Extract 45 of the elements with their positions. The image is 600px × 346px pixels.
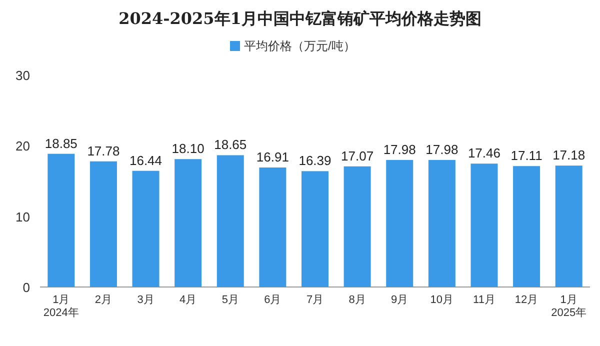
bar (132, 170, 160, 287)
y-tick-label: 10 (16, 209, 30, 224)
data-label: 17.98 (426, 142, 458, 157)
data-label: 18.85 (44, 136, 78, 151)
bar (555, 166, 582, 287)
bar (90, 161, 117, 287)
x-tick-label: 3月 (137, 294, 154, 306)
x-tick-label: 2月 (94, 294, 112, 306)
x-tick-label: 1月 2025年 (551, 294, 587, 319)
x-tick-label: 1月 2024年 (43, 294, 79, 319)
data-label: 17.78 (87, 143, 120, 158)
data-label: 17.07 (341, 148, 374, 164)
legend: 平均价格（万元/吨） (230, 39, 356, 53)
data-label: 17.11 (510, 148, 542, 164)
x-tick-label: 6月 (264, 294, 282, 306)
x-tick-label: 11月 (473, 294, 496, 306)
x-tick-label: 12月 (514, 294, 538, 306)
x-tick-label: 4月 (180, 294, 197, 306)
bar (513, 166, 540, 287)
data-label: 17.98 (383, 142, 416, 157)
x-tick-label: 10月 (430, 294, 454, 306)
data-label: 17.18 (552, 148, 586, 163)
bar (216, 155, 244, 287)
y-tick-label: 30 (16, 68, 30, 83)
bar (470, 164, 498, 287)
y-tick-label: 0 (22, 280, 30, 295)
x-tick-label: 9月 (391, 294, 408, 306)
bar (259, 168, 286, 287)
x-tick-label: 5月 (222, 294, 239, 306)
x-tick-label: 7月 (306, 294, 324, 306)
data-label: 16.39 (298, 153, 332, 168)
data-label: 16.44 (129, 152, 162, 168)
data-label: 18.65 (214, 137, 247, 152)
data-label: 17.46 (468, 146, 501, 161)
bar (386, 160, 414, 287)
bar (344, 166, 371, 287)
data-label: 16.91 (256, 150, 289, 165)
bar (174, 159, 202, 287)
chart-title: 2024-2025年1月中国中钇富铕矿平均价格走势图 (118, 9, 482, 28)
bar (428, 160, 456, 287)
y-tick-label: 20 (16, 138, 30, 154)
bar (48, 154, 75, 287)
bar (302, 171, 328, 287)
data-label: 18.10 (172, 141, 204, 156)
x-tick-label: 8月 (348, 294, 366, 306)
